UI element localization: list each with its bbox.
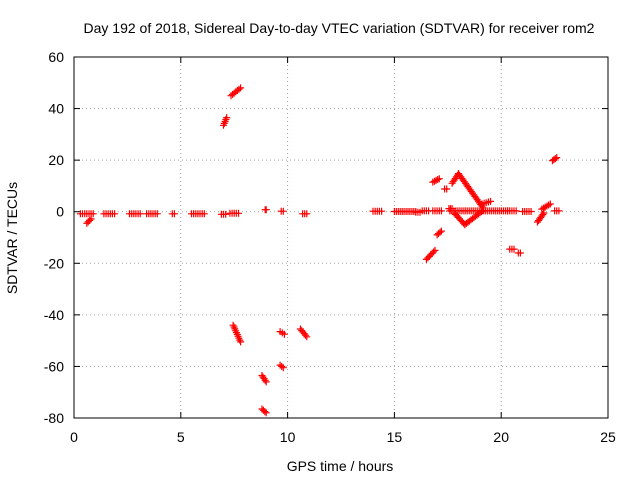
- data-point: [86, 216, 94, 224]
- data-point: [378, 207, 386, 215]
- chart-title: Day 192 of 2018, Sidereal Day-to-day VTE…: [84, 20, 595, 36]
- y-tick-label: -20: [44, 255, 64, 271]
- x-tick-label: 10: [280, 429, 296, 445]
- data-point: [431, 177, 438, 185]
- data-point: [261, 376, 269, 384]
- data-point: [262, 206, 270, 214]
- data-point: [235, 85, 243, 93]
- data-point: [279, 207, 287, 215]
- x-axis-label: GPS time / hours: [287, 458, 394, 474]
- y-tick-label: 60: [48, 49, 64, 65]
- data-point: [302, 331, 309, 339]
- data-point: [111, 210, 119, 218]
- data-points: [76, 84, 563, 417]
- y-tick-label: -80: [44, 410, 64, 426]
- data-point: [512, 207, 520, 215]
- data-point: [262, 378, 270, 386]
- data-point: [235, 209, 242, 217]
- y-axis-label: SDTVAR / TECUs: [4, 182, 20, 294]
- y-tick-label: -60: [44, 358, 64, 374]
- data-point: [516, 249, 524, 257]
- data-point: [87, 215, 95, 223]
- data-point: [223, 114, 231, 122]
- data-point: [153, 210, 161, 218]
- y-tick-label: -40: [44, 307, 64, 323]
- data-point: [303, 210, 311, 218]
- data-point: [436, 228, 444, 236]
- data-point: [510, 245, 518, 253]
- data-point: [278, 362, 286, 370]
- x-tick-label: 20: [493, 429, 509, 445]
- data-point: [222, 210, 230, 218]
- data-point: [434, 176, 442, 183]
- data-point: [553, 154, 561, 162]
- data-point: [435, 175, 443, 183]
- data-point: [443, 185, 451, 193]
- plot-frame: [73, 56, 609, 419]
- data-point: [551, 155, 559, 163]
- data-point: [487, 197, 494, 205]
- data-point: [237, 84, 245, 92]
- data-point: [262, 409, 270, 417]
- x-tick-label: 25: [600, 429, 616, 445]
- data-point: [280, 330, 288, 338]
- data-point: [261, 408, 269, 416]
- data-point: [237, 338, 245, 346]
- data-point: [432, 176, 440, 184]
- data-point: [89, 210, 97, 218]
- data-point: [545, 201, 553, 209]
- y-tick-label: 20: [48, 152, 64, 168]
- data-point: [546, 200, 554, 208]
- data-point: [430, 248, 438, 256]
- grid-lines: [74, 57, 608, 418]
- tick-labels: 0 5 10 15 20 25 -80 -60 -40 -20 0 20 40 60: [44, 49, 616, 445]
- data-point: [200, 210, 208, 218]
- data-point: [136, 210, 144, 218]
- x-tick-label: 5: [177, 429, 185, 445]
- x-tick-label: 15: [387, 429, 403, 445]
- x-tick-label: 0: [70, 429, 78, 445]
- data-point: [555, 207, 563, 215]
- data-point: [303, 333, 311, 341]
- data-point: [437, 227, 445, 235]
- data-point: [431, 246, 439, 254]
- y-tick-label: 0: [56, 204, 64, 220]
- data-point: [539, 211, 547, 218]
- data-point: [527, 208, 535, 215]
- data-point: [170, 210, 178, 218]
- data-point: [429, 178, 437, 186]
- y-tick-label: 40: [48, 101, 64, 117]
- axis-ticks: [73, 56, 609, 419]
- data-point: [437, 207, 445, 215]
- data-point: [279, 364, 287, 372]
